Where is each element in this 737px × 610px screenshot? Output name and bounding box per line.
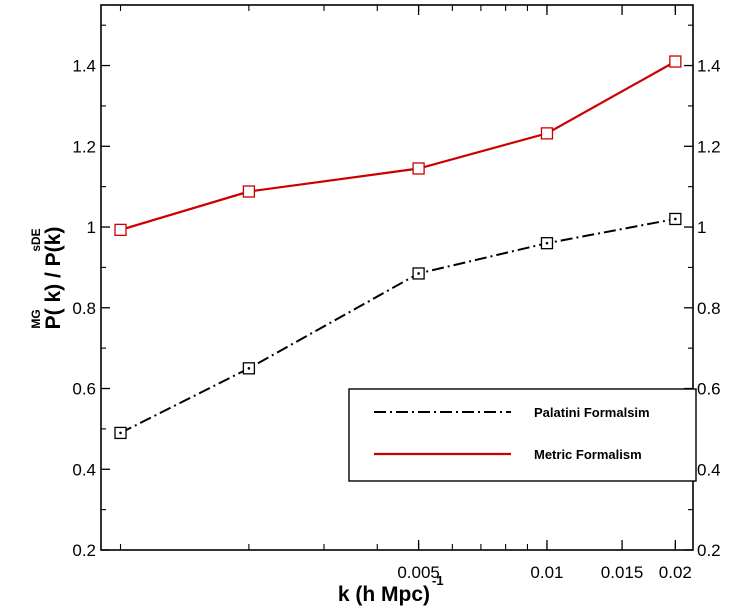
legend-label-metric: Metric Formalism bbox=[534, 447, 642, 462]
y-tick-label-right: 0.8 bbox=[697, 299, 721, 318]
series-marker-dot-0 bbox=[545, 241, 549, 245]
y-tick-label: 0.2 bbox=[72, 541, 96, 560]
y-tick-label-right: 1 bbox=[697, 218, 706, 237]
legend-box bbox=[348, 388, 697, 482]
y-tick-label-right: 0.4 bbox=[697, 460, 721, 479]
series-marker-dot-0 bbox=[119, 431, 122, 435]
series-marker-1 bbox=[114, 223, 127, 237]
x-tick-label: 0.015 bbox=[601, 563, 644, 582]
series-line-1 bbox=[120, 60, 676, 231]
y-axis-sup-sde: sDE bbox=[29, 228, 43, 251]
x-axis-superscript: -1 bbox=[432, 573, 444, 588]
series-marker-1 bbox=[242, 185, 256, 198]
y-tick-label: 0.8 bbox=[72, 299, 96, 318]
x-axis-ticks: 0.005 0.01 0.015 0.02 bbox=[119, 5, 692, 582]
y-tick-label-right: 1.2 bbox=[697, 137, 721, 156]
y-tick-label: 1.4 bbox=[72, 57, 96, 76]
y-tick-label: 1 bbox=[87, 218, 96, 237]
series-marker-1 bbox=[540, 127, 554, 140]
legend-label-palatini: Palatini Formalsim bbox=[534, 405, 650, 420]
y-axis-ticks: 0.2 0.2 0.4 0.4 0.6 0.6 0.8 0.8 1 1 1.2 1.2 1.4 1.4 bbox=[72, 24, 721, 560]
plot-frame bbox=[100, 4, 694, 551]
x-tick-label: 0.02 bbox=[659, 563, 692, 582]
y-tick-label: 0.4 bbox=[72, 460, 96, 479]
y-tick-label: 1.2 bbox=[72, 137, 96, 156]
series-layer bbox=[114, 55, 682, 440]
y-axis-title: P( k) / P(k) MG sDE bbox=[29, 227, 65, 330]
series-marker-dot-0 bbox=[247, 367, 251, 370]
x-axis-label: k (h Mpc) bbox=[338, 583, 430, 606]
series-marker-dot-0 bbox=[674, 217, 677, 221]
legend: Palatini Formalsim Metric Formalism bbox=[348, 388, 697, 482]
x-tick-label: 0.01 bbox=[530, 563, 563, 582]
series-marker-dot-0 bbox=[417, 272, 420, 275]
y-tick-label-right: 0.2 bbox=[697, 541, 721, 560]
y-tick-label-right: 0.6 bbox=[697, 380, 721, 399]
y-tick-label-right: 1.4 bbox=[697, 57, 721, 76]
x-tick-label: 0.005 bbox=[397, 563, 440, 582]
series-marker-1 bbox=[669, 55, 682, 68]
y-axis-label: P( k) / P(k) bbox=[42, 227, 65, 330]
y-axis-sup-mg: MG bbox=[29, 309, 43, 328]
y-tick-label: 0.6 bbox=[72, 380, 96, 399]
series-marker-1 bbox=[412, 162, 425, 175]
